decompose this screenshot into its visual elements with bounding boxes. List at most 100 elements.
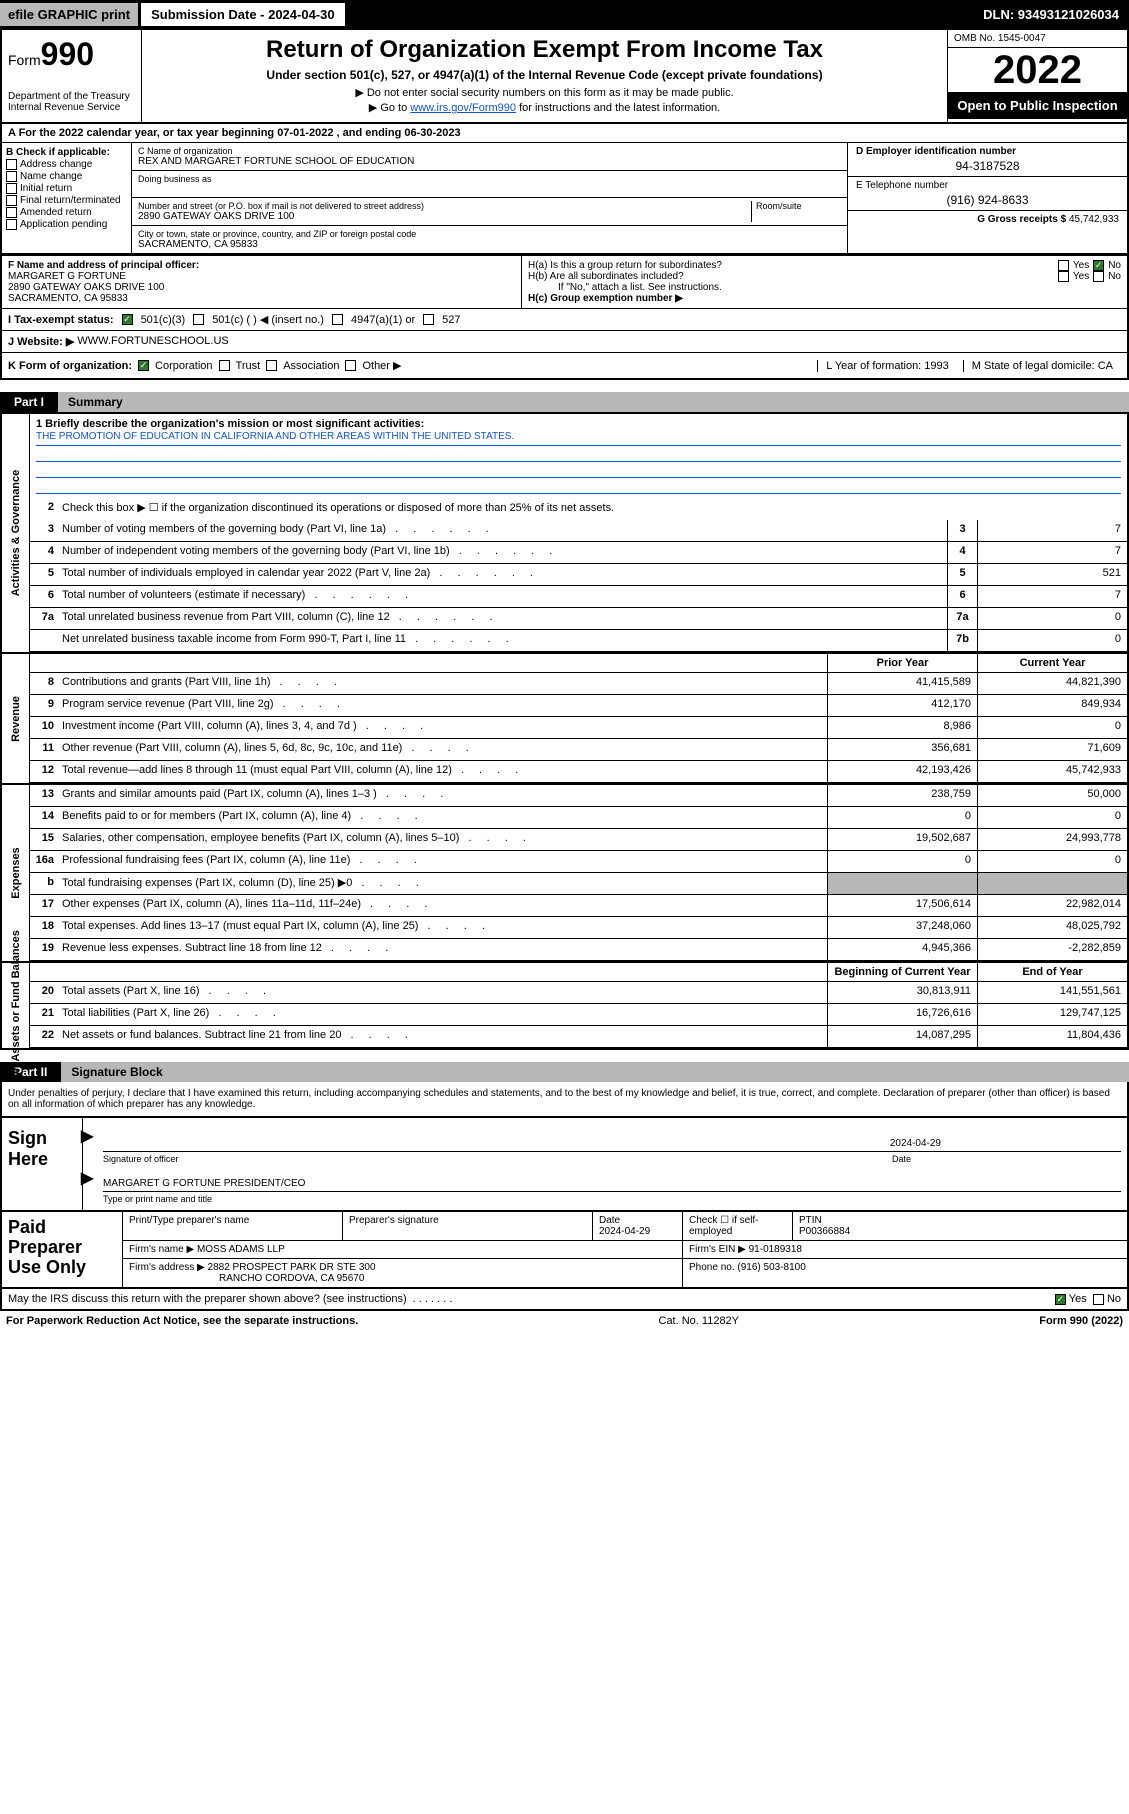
preparer-date-label: Date [599,1215,676,1226]
chk-trust[interactable] [219,360,230,371]
firm-name: MOSS ADAMS LLP [197,1244,285,1255]
sig-officer-label: Signature of officer [103,1154,178,1164]
form-note-1: ▶ Do not enter social security numbers o… [152,86,937,99]
chk-discuss-yes[interactable] [1055,1294,1066,1305]
h-c-label: H(c) Group exemption number ▶ [528,293,683,304]
officer-addr2: SACRAMENTO, CA 95833 [8,293,515,304]
summary-row: 7a Total unrelated business revenue from… [30,608,1127,630]
officer-addr1: 2890 GATEWAY OAKS DRIVE 100 [8,282,515,293]
side-tab-governance: Activities & Governance [10,470,22,597]
dept-treasury: Department of the Treasury Internal Reve… [8,91,135,113]
gross-receipts-value: 45,742,933 [1069,214,1119,225]
chk-discuss-no[interactable] [1093,1294,1104,1305]
summary-row: 6 Total number of volunteers (estimate i… [30,586,1127,608]
chk-assoc[interactable] [266,360,277,371]
dba-label: Doing business as [138,174,841,184]
tax-exempt-line: I Tax-exempt status: 501(c)(3) 501(c) ( … [0,308,1129,330]
paperwork-notice: For Paperwork Reduction Act Notice, see … [6,1315,358,1327]
irs-link[interactable]: www.irs.gov/Form990 [410,102,516,114]
firm-ein-label: Firm's EIN ▶ [689,1244,746,1255]
sig-name-title: MARGARET G FORTUNE PRESIDENT/CEO [103,1178,305,1189]
form-subtitle: Under section 501(c), 527, or 4947(a)(1)… [152,68,937,82]
h-a-label: H(a) Is this a group return for subordin… [528,260,722,271]
ptin-label: PTIN [799,1215,1121,1226]
room-label: Room/suite [756,201,841,211]
chk-other[interactable] [345,360,356,371]
form-number: Form990 [8,36,135,73]
phone-value: (916) 924-8633 [856,193,1119,207]
chk-name-change[interactable] [6,171,17,182]
ein-value: 94-3187528 [856,159,1119,173]
firm-phone: (916) 503-8100 [737,1262,805,1273]
phone-label: E Telephone number [856,180,1119,191]
summary-row: 11 Other revenue (Part VIII, column (A),… [30,739,1127,761]
summary-row: 5 Total number of individuals employed i… [30,564,1127,586]
summary-row: 18 Total expenses. Add lines 13–17 (must… [30,917,1127,939]
chk-sub-yes[interactable] [1058,271,1069,282]
chk-address-change[interactable] [6,159,17,170]
arrow-icon: ▶ [81,1126,93,1146]
org-name: REX AND MARGARET FORTUNE SCHOOL OF EDUCA… [138,156,841,167]
side-tab: Expenses [10,847,22,898]
officer-label: F Name and address of principal officer: [8,260,515,271]
firm-ein: 91-0189318 [749,1244,802,1255]
chk-501c3[interactable] [122,314,133,325]
type-print-label: Type or print name and title [103,1194,1121,1204]
self-employed-label: Check ☐ if self-employed [683,1212,793,1240]
firm-addr-label: Firm's address ▶ [129,1262,205,1273]
summary-row: 16a Professional fundraising fees (Part … [30,851,1127,873]
year-formation: L Year of formation: 1993 [817,360,957,372]
summary-row: b Total fundraising expenses (Part IX, c… [30,873,1127,895]
chk-final-return[interactable] [6,195,17,206]
firm-addr1: 2882 PROSPECT PARK DR STE 300 [208,1262,376,1273]
chk-group-yes[interactable] [1058,260,1069,271]
mission-text: THE PROMOTION OF EDUCATION IN CALIFORNIA… [36,430,1121,446]
summary-row: 19 Revenue less expenses. Subtract line … [30,939,1127,961]
summary-row: 15 Salaries, other compensation, employe… [30,829,1127,851]
open-public-badge: Open to Public Inspection [948,92,1127,119]
irs-discuss-text: May the IRS discuss this return with the… [8,1293,407,1305]
summary-row: 12 Total revenue—add lines 8 through 11 … [30,761,1127,783]
summary-row: 14 Benefits paid to or for members (Part… [30,807,1127,829]
summary-row: 10 Investment income (Part VIII, column … [30,717,1127,739]
arrow-icon-2: ▶ [81,1168,93,1188]
top-bar: efile GRAPHIC print Submission Date - 20… [0,0,1129,28]
chk-corp[interactable] [138,360,149,371]
omb-number: OMB No. 1545-0047 [948,30,1127,48]
city-label: City or town, state or province, country… [138,229,841,239]
submission-date: Submission Date - 2024-04-30 [140,2,346,27]
ein-label: D Employer identification number [856,146,1119,157]
period-line: A For the 2022 calendar year, or tax yea… [0,124,1129,143]
summary-row: 21 Total liabilities (Part X, line 26) .… [30,1004,1127,1026]
summary-row: 22 Net assets or fund balances. Subtract… [30,1026,1127,1048]
sig-date-value: 2024-04-29 [890,1138,941,1149]
efile-button[interactable]: efile GRAPHIC print [0,3,138,26]
side-tab: Net Assets or Fund Balances [10,930,22,1082]
form-version: Form 990 (2022) [1039,1315,1123,1327]
org-info-block: B Check if applicable: Address change Na… [0,143,1129,255]
chk-initial-return[interactable] [6,183,17,194]
chk-amended[interactable] [6,207,17,218]
firm-addr2: RANCHO CORDOVA, CA 95670 [219,1273,676,1284]
ptin-value: P00366884 [799,1226,1121,1237]
officer-name: MARGARET G FORTUNE [8,271,515,282]
chk-4947[interactable] [332,314,343,325]
summary-row: 3 Number of voting members of the govern… [30,520,1127,542]
chk-527[interactable] [423,314,434,325]
checkbox-column: B Check if applicable: Address change Na… [2,143,132,253]
summary-row: 20 Total assets (Part X, line 16) . . . … [30,982,1127,1004]
side-tab: Revenue [10,696,22,742]
chk-application-pending[interactable] [6,219,17,230]
sign-here-label: Sign Here [2,1118,82,1210]
chk-501c[interactable] [193,314,204,325]
firm-name-label: Firm's name ▶ [129,1244,194,1255]
cat-number: Cat. No. 11282Y [358,1315,1039,1327]
h-b-label: H(b) Are all subordinates included? [528,271,684,282]
firm-phone-label: Phone no. [689,1262,735,1273]
summary-row: 4 Number of independent voting members o… [30,542,1127,564]
chk-sub-no[interactable] [1093,271,1104,282]
part-2-bar: Part II Signature Block [0,1062,1129,1082]
chk-group-no[interactable] [1093,260,1104,271]
gross-receipts-label: G Gross receipts $ [977,214,1066,225]
line-2: Check this box ▶ ☐ if the organization d… [58,498,1127,520]
